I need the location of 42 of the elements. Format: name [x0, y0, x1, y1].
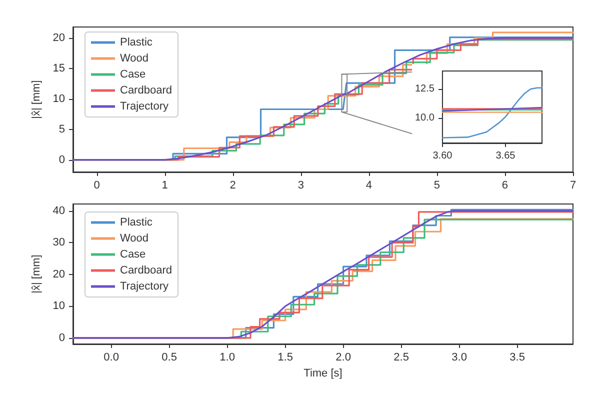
x-axis-title: Time [s]: [304, 367, 342, 380]
x-tick-label: 2: [230, 180, 236, 192]
legend-label: Trajectory: [120, 100, 169, 112]
y-tick-label: 0: [58, 332, 65, 344]
legend-label: Trajectory: [120, 280, 169, 292]
line-series: [442, 87, 543, 138]
x-tick-label: 6: [502, 180, 508, 192]
legend-label: Case: [120, 68, 146, 80]
y-tick-label: 10: [52, 92, 65, 105]
legend-label: Cardboard: [120, 264, 172, 276]
legend-label: Wood: [120, 232, 149, 244]
y-axis-title: |x̂| [mm]: [30, 254, 42, 294]
x-tick-label: 1.5: [278, 352, 293, 364]
legend-label: Plastic: [120, 36, 153, 48]
y-tick-label: 10: [52, 300, 65, 312]
x-tick-label: 2.0: [336, 352, 351, 364]
x-tick-label: 3.65: [496, 150, 516, 162]
x-tick-label: 7: [570, 180, 576, 192]
legend-label: Case: [120, 248, 146, 260]
x-tick-label: 3.0: [452, 352, 467, 364]
legend-label: Wood: [120, 52, 149, 64]
x-tick-label: 3.60: [432, 150, 453, 162]
x-tick-label: 3.5: [510, 352, 525, 364]
y-tick-label: 40: [52, 204, 65, 217]
x-tick-label: 3: [298, 180, 304, 192]
x-tick-label: 0.0: [104, 352, 119, 364]
x-tick-label: 0: [94, 180, 100, 192]
x-tick-label: 0.5: [162, 352, 177, 364]
x-tick-label: 1: [162, 180, 168, 192]
legend-label: Plastic: [120, 216, 153, 228]
x-tick-label: 1.0: [220, 352, 235, 364]
y-tick-label: 20: [52, 32, 65, 44]
y-tick-label: 20: [52, 268, 65, 280]
y-tick-label: 10.0: [414, 112, 435, 124]
x-tick-label: 4: [366, 180, 372, 192]
legend-label: Cardboard: [120, 84, 172, 96]
y-tick-label: 15: [52, 62, 65, 74]
y-tick-label: 12.5: [414, 84, 435, 94]
y-tick-label: 30: [52, 236, 65, 249]
y-axis-title: |x̂| [mm]: [30, 80, 42, 119]
x-tick-label: 2.5: [394, 352, 409, 364]
y-tick-label: 5: [58, 123, 65, 136]
